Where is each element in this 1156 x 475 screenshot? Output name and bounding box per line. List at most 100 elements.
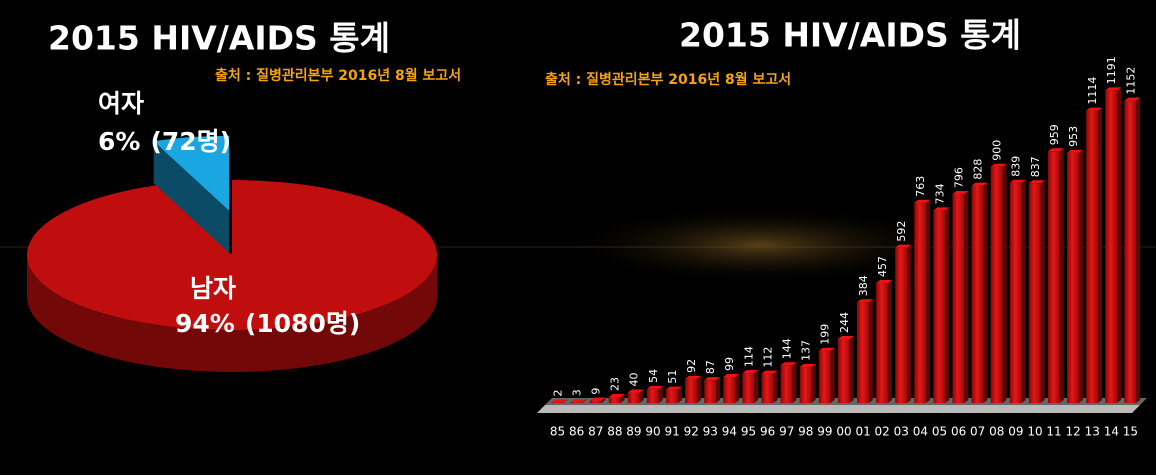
bar [608,396,621,403]
bar-side [639,389,644,403]
slice-wall [153,141,230,253]
x-tick-label: 97 [779,425,794,439]
value-label: 199 [819,324,832,345]
bar [1105,90,1118,404]
bar-group [627,389,644,403]
x-tick-label: 10 [1027,425,1042,439]
bar-group [971,182,988,403]
slice-label: 남자 [190,274,236,303]
bar [627,392,640,403]
bar-side [1136,97,1141,403]
bar-side [677,386,682,403]
bar-side [1021,179,1026,403]
value-label: 114 [742,346,755,367]
value-label: 92 [685,359,698,373]
bar [704,380,717,403]
bar-side [601,397,606,403]
bar-side [735,374,740,403]
bar-cap [1086,107,1102,111]
pie-title: 2015 HIV/AIDS 통계 [48,19,390,58]
x-tick-label: 07 [970,425,985,439]
value-label: 1114 [1086,77,1099,105]
bar-cap [1028,180,1045,184]
value-label: 87 [704,360,717,374]
bar [1028,183,1041,403]
value-label: 592 [895,221,908,242]
bar-cap [723,374,740,378]
x-tick-label: 02 [875,425,890,439]
bar-side [907,244,912,403]
x-tick-label: 92 [684,425,699,439]
bar-side [582,399,587,403]
bar-side [696,375,701,403]
bar-cap [1047,148,1064,152]
bar-cap [646,385,663,389]
x-tick-label: 03 [894,425,909,439]
bar-cap [1067,149,1083,153]
bar-group [914,199,931,403]
bar [856,302,869,403]
bar-group [685,375,701,403]
value-label: 839 [1010,156,1023,177]
bar [990,166,1003,403]
value-label: 99 [723,357,736,371]
bar-group [799,364,816,403]
bar [551,402,564,403]
bar-cap [570,399,587,403]
value-label: 54 [647,369,660,383]
bar [780,365,793,403]
x-tick-label: 11 [1046,425,1061,439]
bar-side [754,370,759,403]
bar [742,373,755,403]
bar-cap [608,393,625,397]
slice-label: 여자 [98,89,144,118]
bar-cap [1009,179,1026,183]
slice-value: 6% (72명) [98,127,231,156]
floor [537,405,1140,413]
glow [560,205,960,285]
bar-side [716,377,721,403]
bar-cap [818,347,835,351]
bar-title: 2015 HIV/AIDS 통계 [679,16,1021,55]
x-tick-label: 95 [741,425,756,439]
value-label: 1152 [1124,67,1137,95]
bar [818,350,831,403]
bar-side [849,335,854,403]
bar-side [945,207,950,403]
pie-slice [27,180,438,372]
bar-cap [799,364,816,368]
bar-source: 출처 : 질병관리본부 2016년 8월 보고서 [545,71,791,88]
value-label: 796 [952,167,965,188]
bar-group [1067,149,1083,403]
bar [1047,151,1060,403]
count-label: (72명) [150,127,231,156]
x-tick-label: 99 [817,425,832,439]
x-tick-label: 94 [722,425,737,439]
bar [1009,182,1022,403]
bar [646,388,659,403]
bar [914,202,927,403]
bar-cap [914,199,931,203]
bar-group [646,385,663,403]
bar-side [1040,180,1045,403]
slice-top [27,180,438,331]
bar-group [837,335,854,403]
bar-side [773,370,778,403]
value-label: 959 [1048,124,1061,145]
x-tick-label: 96 [760,425,775,439]
bar-cap [876,280,892,284]
value-label: 763 [914,176,927,197]
value-label: 734 [933,183,946,204]
bar-cap [551,399,568,403]
bar [723,377,736,403]
bar-cap [990,163,1007,167]
bar-group [1086,107,1102,403]
value-label: 953 [1067,126,1080,147]
value-label: 40 [628,373,641,387]
bar-cap [627,389,644,393]
value-label: 9 [590,388,603,395]
bar-group [761,370,778,403]
bar-group [818,347,835,403]
x-tick-label: 04 [913,425,928,439]
x-tick-label: 06 [951,425,966,439]
